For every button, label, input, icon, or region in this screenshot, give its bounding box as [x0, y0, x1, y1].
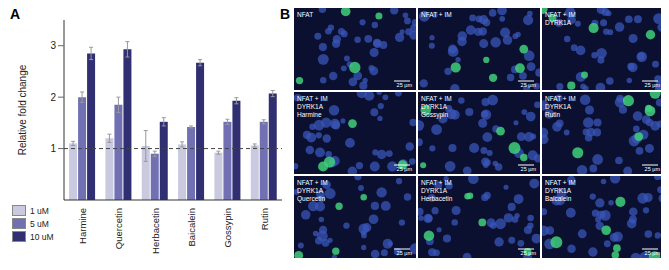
svg-text:2: 2: [50, 92, 56, 103]
svg-text:Herbacetin: Herbacetin: [421, 195, 453, 202]
html-text:10 uM: 10 uM: [30, 231, 54, 242]
svg-text:25 µm: 25 µm: [397, 250, 413, 256]
svg-text:DYRK1A: DYRK1A: [545, 187, 572, 194]
svg-text:Harmine: Harmine: [297, 111, 322, 118]
svg-text:Baicalein: Baicalein: [545, 195, 572, 202]
svg-text:Harmine: Harmine: [77, 208, 88, 244]
svg-text:NFAT + IM: NFAT + IM: [297, 95, 328, 102]
svg-text:Rutin: Rutin: [259, 208, 270, 230]
svg-text:DYRK1A: DYRK1A: [545, 103, 572, 110]
svg-text:1: 1: [50, 143, 56, 154]
svg-text:Baicalein: Baicalein: [186, 208, 197, 247]
svg-text:NFAT + IM: NFAT + IM: [421, 95, 452, 102]
svg-text:25 µm: 25 µm: [521, 82, 537, 88]
svg-text:25 µm: 25 µm: [645, 82, 661, 88]
svg-text:NFAT + IM: NFAT + IM: [421, 11, 452, 18]
html-text:5 uM: 5 uM: [30, 218, 49, 229]
svg-text:DYRK1A: DYRK1A: [421, 103, 448, 110]
svg-text:NFAT + IM: NFAT + IM: [545, 179, 576, 186]
svg-text:25 µm: 25 µm: [645, 166, 661, 172]
svg-text:DYRK1A: DYRK1A: [545, 19, 572, 26]
svg-text:25 µm: 25 µm: [397, 82, 413, 88]
svg-text:25 µm: 25 µm: [397, 166, 413, 172]
svg-text:Quercetin: Quercetin: [297, 195, 326, 203]
svg-text:Gossypin: Gossypin: [222, 208, 233, 248]
svg-text:25 µm: 25 µm: [521, 166, 537, 172]
svg-text:NFAT + IM: NFAT + IM: [545, 95, 576, 102]
svg-text:NFAT + IM: NFAT + IM: [421, 179, 452, 186]
svg-text:DYRK1A: DYRK1A: [421, 187, 448, 194]
html-text:B: B: [280, 6, 291, 22]
svg-text:Quercetin: Quercetin: [113, 208, 124, 249]
svg-text:NFAT: NFAT: [297, 11, 313, 18]
svg-text:DYRK1A: DYRK1A: [297, 187, 324, 194]
svg-text:25 µm: 25 µm: [521, 250, 537, 256]
svg-text:Relative fold change: Relative fold change: [17, 64, 28, 155]
svg-text:3: 3: [50, 40, 56, 51]
svg-text:Gossypin: Gossypin: [421, 111, 448, 119]
html-text:1 uM: 1 uM: [30, 205, 49, 216]
svg-text:Rutin: Rutin: [545, 111, 561, 118]
svg-text:DYRK1A: DYRK1A: [297, 103, 324, 110]
html-text:A: A: [10, 6, 21, 22]
svg-text:NFAT + IM: NFAT + IM: [297, 179, 328, 186]
svg-text:NFAT + IM: NFAT + IM: [545, 11, 576, 18]
svg-text:25 µm: 25 µm: [645, 250, 661, 256]
svg-text:Herbacetin: Herbacetin: [150, 208, 161, 254]
